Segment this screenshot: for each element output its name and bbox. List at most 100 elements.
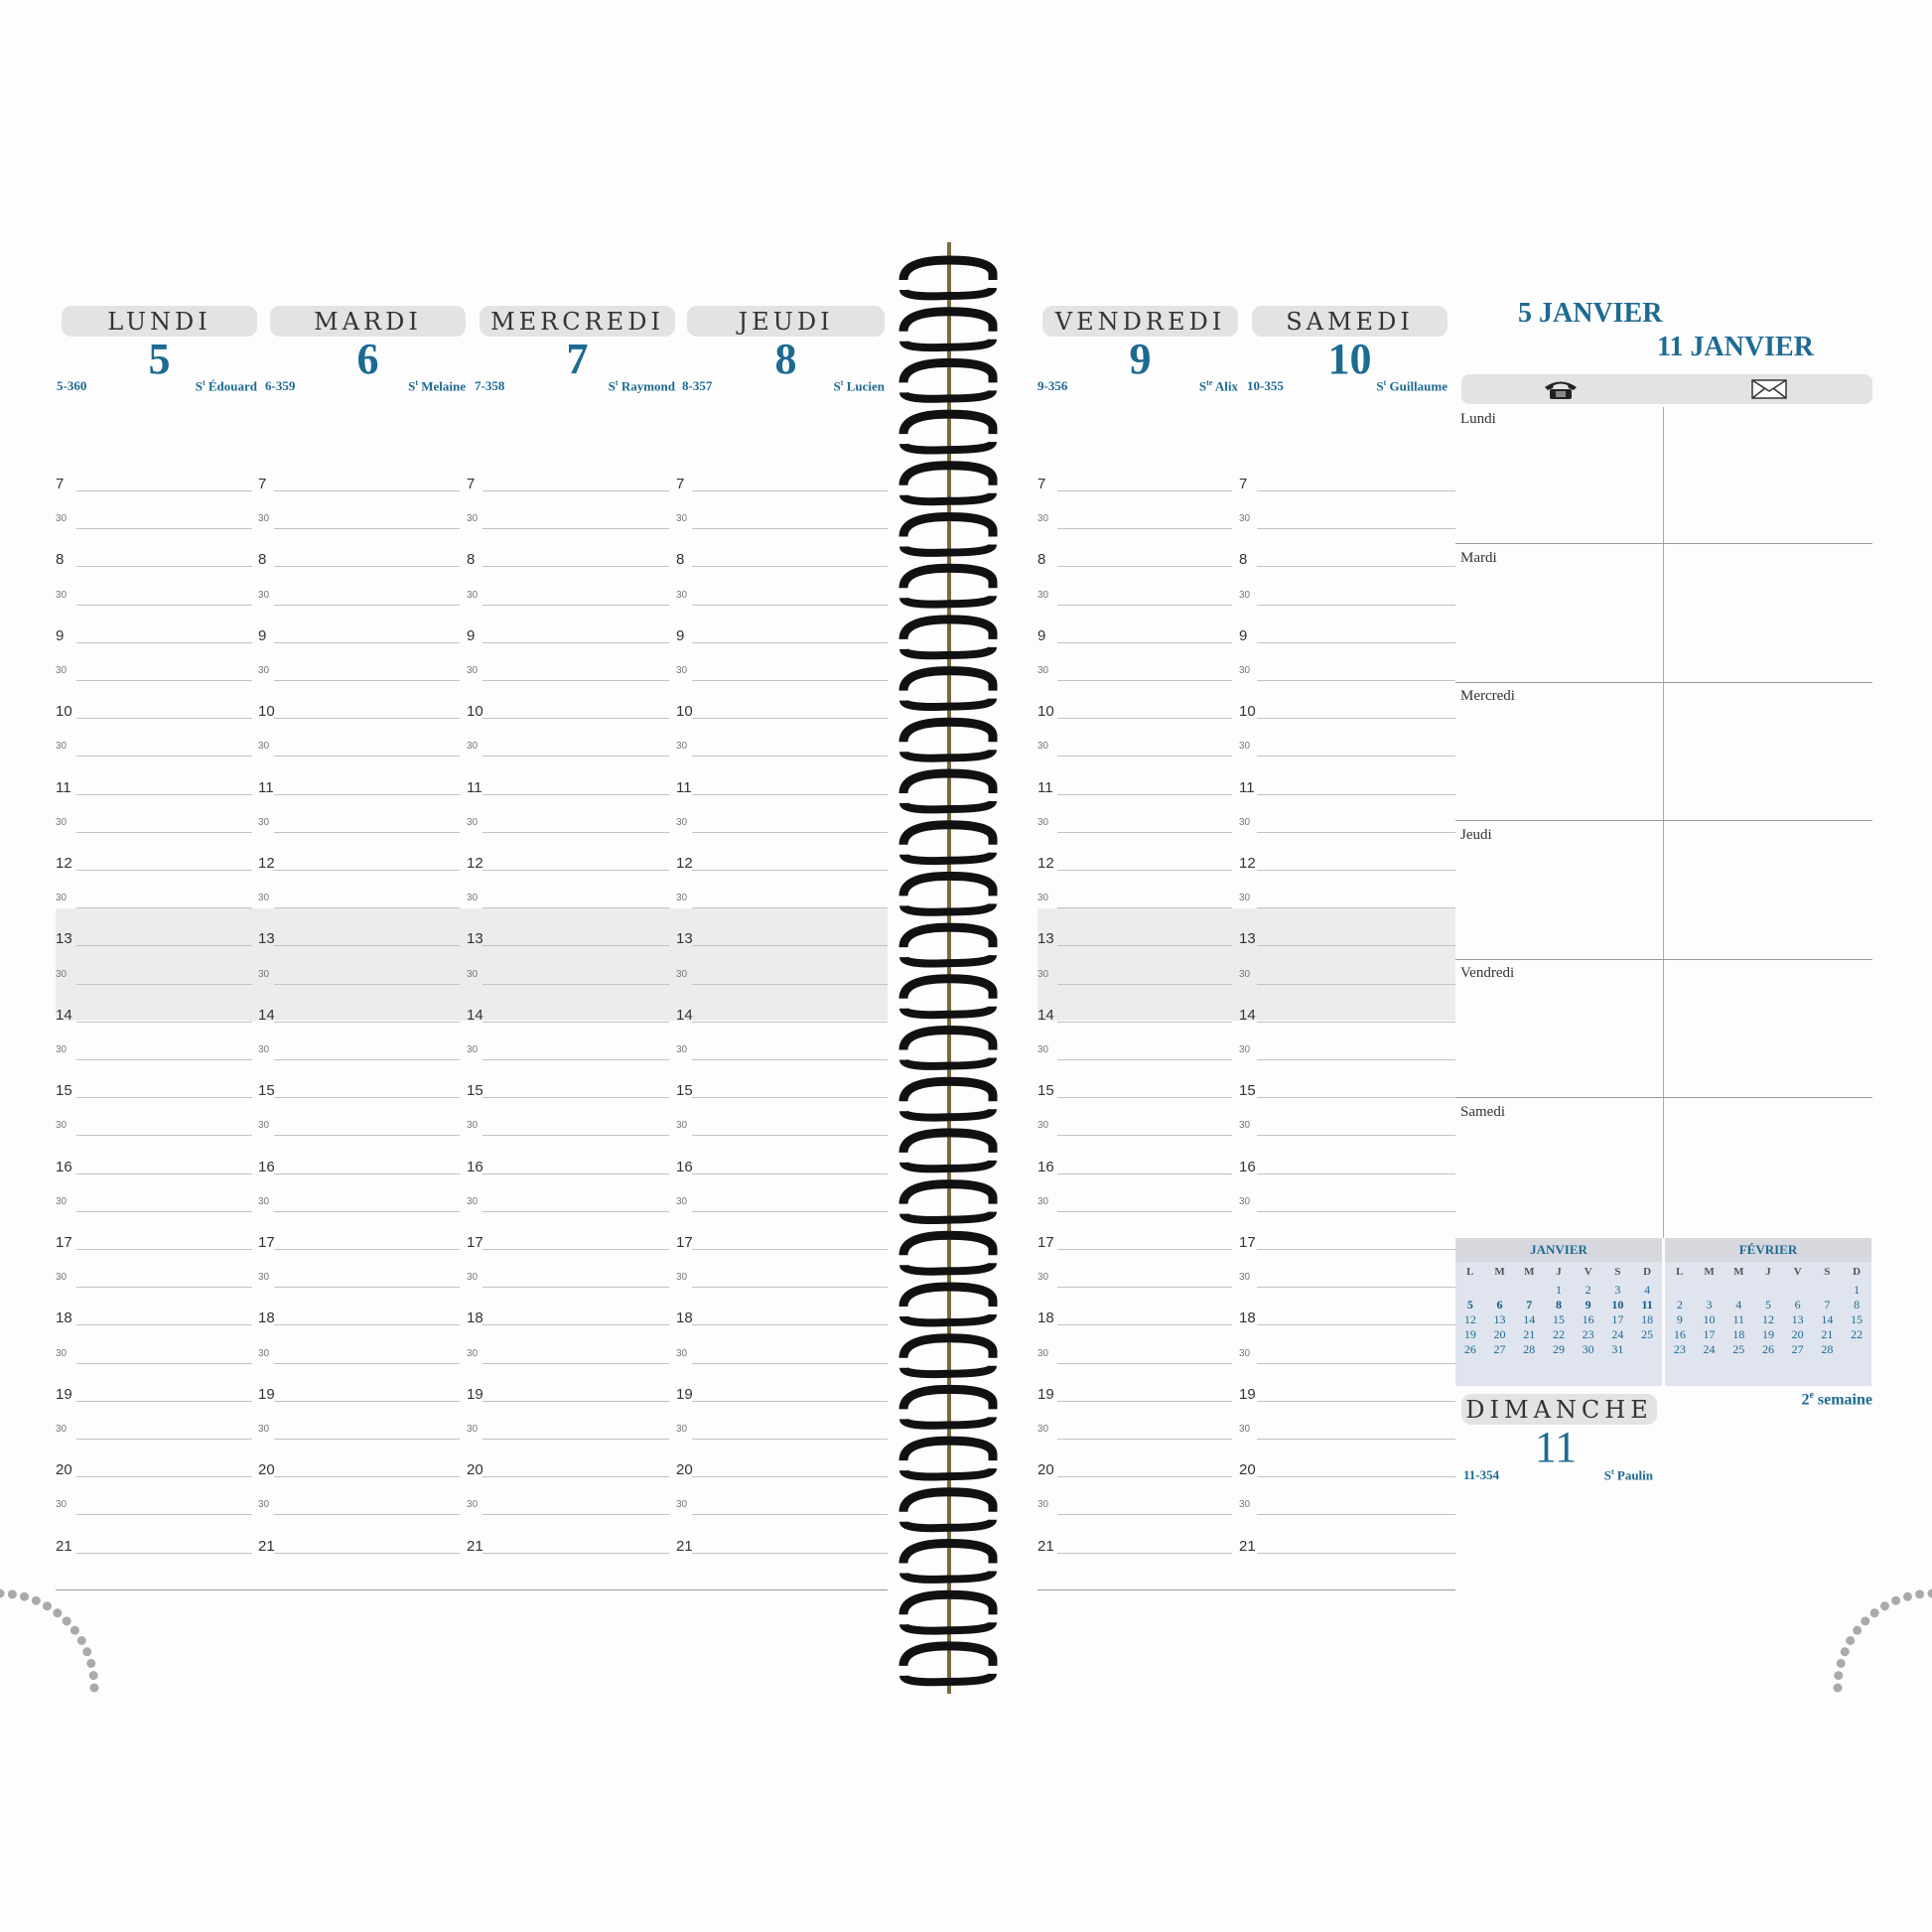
time-slot-line[interactable] <box>274 945 460 947</box>
time-slot-line[interactable] <box>1057 945 1232 947</box>
time-slot-line[interactable] <box>483 680 669 681</box>
time-slot-line[interactable] <box>483 1249 669 1250</box>
time-slot-line[interactable] <box>1257 1135 1455 1137</box>
calendar-day[interactable]: 5 <box>1764 1297 1771 1311</box>
time-slot-line[interactable] <box>692 528 888 530</box>
calendar-day[interactable]: 6 <box>1794 1297 1801 1311</box>
time-slot-line[interactable] <box>692 1021 888 1023</box>
time-slot-line[interactable] <box>274 756 460 758</box>
calendar-day[interactable] <box>1632 1341 1662 1356</box>
time-slot-line[interactable] <box>483 718 669 720</box>
time-slot-line[interactable] <box>274 870 460 871</box>
time-slot-line[interactable] <box>483 793 669 795</box>
time-slot-line[interactable] <box>76 793 252 795</box>
calendar-day[interactable]: 23 <box>1582 1326 1594 1341</box>
calendar-day[interactable]: 14 <box>1523 1311 1536 1326</box>
calendar-day[interactable]: 1 <box>1854 1282 1861 1297</box>
time-slot-line[interactable] <box>1257 907 1455 909</box>
time-slot-line[interactable] <box>76 1362 252 1364</box>
time-slot-line[interactable] <box>1257 1400 1455 1402</box>
time-slot-line[interactable] <box>274 566 460 568</box>
time-slot-line[interactable] <box>274 983 460 985</box>
calendar-day[interactable]: 25 <box>1641 1326 1654 1341</box>
time-slot-line[interactable] <box>76 1324 252 1326</box>
time-slot-line[interactable] <box>692 1324 888 1326</box>
time-slot-line[interactable] <box>483 528 669 530</box>
calendar-day[interactable]: 12 <box>1463 1311 1476 1326</box>
time-slot-line[interactable] <box>692 793 888 795</box>
time-slot-line[interactable] <box>483 945 669 947</box>
time-slot-line[interactable] <box>1257 831 1455 833</box>
time-slot-line[interactable] <box>76 1059 252 1060</box>
time-slot-line[interactable] <box>76 1552 252 1554</box>
notes-area[interactable] <box>1461 407 1872 545</box>
time-slot-line[interactable] <box>1257 1059 1455 1060</box>
time-slot-line[interactable] <box>1057 1287 1232 1289</box>
time-slot-line[interactable] <box>274 1021 460 1023</box>
time-slot-line[interactable] <box>274 1476 460 1478</box>
time-slot-line[interactable] <box>692 1287 888 1289</box>
time-slot-line[interactable] <box>483 1439 669 1440</box>
time-slot-line[interactable] <box>483 831 669 833</box>
time-slot-line[interactable] <box>76 680 252 681</box>
time-slot-line[interactable] <box>274 680 460 681</box>
calendar-day[interactable] <box>1455 1282 1485 1297</box>
time-slot-line[interactable] <box>483 490 669 491</box>
time-slot-line[interactable] <box>274 1400 460 1402</box>
time-slot-line[interactable] <box>1257 1287 1455 1289</box>
time-slot-line[interactable] <box>1057 1324 1232 1326</box>
calendar-day[interactable]: 3 <box>1614 1282 1621 1297</box>
time-slot-line[interactable] <box>692 1400 888 1402</box>
calendar-day[interactable]: 27 <box>1493 1341 1506 1356</box>
time-slot-line[interactable] <box>483 1362 669 1364</box>
time-slot-line[interactable] <box>274 1173 460 1174</box>
calendar-day[interactable] <box>1783 1282 1813 1297</box>
notes-area[interactable] <box>1461 546 1872 684</box>
time-slot-line[interactable] <box>274 641 460 643</box>
time-slot-line[interactable] <box>483 604 669 606</box>
time-slot-line[interactable] <box>1257 1552 1455 1554</box>
notes-area[interactable] <box>1461 1100 1872 1238</box>
time-slot-line[interactable] <box>692 1362 888 1364</box>
calendar-day[interactable]: 18 <box>1641 1311 1654 1326</box>
time-slot-line[interactable] <box>1057 604 1232 606</box>
time-slot-line[interactable] <box>483 1059 669 1060</box>
time-slot-line[interactable] <box>274 718 460 720</box>
time-slot-line[interactable] <box>1057 1021 1232 1023</box>
calendar-day[interactable]: 16 <box>1582 1311 1594 1326</box>
time-slot-line[interactable] <box>76 983 252 985</box>
calendar-day[interactable]: 2 <box>1585 1282 1591 1297</box>
time-slot-line[interactable] <box>1057 1173 1232 1174</box>
time-slot-line[interactable] <box>274 1135 460 1137</box>
calendar-day[interactable]: 28 <box>1821 1341 1834 1356</box>
time-slot-line[interactable] <box>692 756 888 758</box>
time-slot-line[interactable] <box>1057 566 1232 568</box>
calendar-day[interactable]: 11 <box>1732 1311 1745 1326</box>
time-slot-line[interactable] <box>76 528 252 530</box>
calendar-day[interactable]: 21 <box>1821 1326 1834 1341</box>
time-slot-line[interactable] <box>692 1210 888 1212</box>
calendar-day[interactable]: 9 <box>1585 1297 1591 1311</box>
time-slot-line[interactable] <box>483 1514 669 1516</box>
time-slot-line[interactable] <box>76 945 252 947</box>
calendar-day[interactable] <box>1695 1282 1725 1297</box>
calendar-day[interactable]: 24 <box>1703 1341 1716 1356</box>
time-slot-line[interactable] <box>1257 1173 1455 1174</box>
calendar-day[interactable]: 20 <box>1493 1326 1506 1341</box>
time-slot-line[interactable] <box>692 983 888 985</box>
time-slot-line[interactable] <box>274 1097 460 1099</box>
time-slot-line[interactable] <box>692 945 888 947</box>
calendar-day[interactable]: 26 <box>1761 1341 1774 1356</box>
time-slot-line[interactable] <box>692 831 888 833</box>
calendar-day[interactable]: 11 <box>1641 1297 1653 1311</box>
calendar-day[interactable] <box>1665 1282 1695 1297</box>
time-slot-line[interactable] <box>483 1287 669 1289</box>
calendar-day[interactable]: 21 <box>1523 1326 1536 1341</box>
time-slot-line[interactable] <box>692 1514 888 1516</box>
time-slot-line[interactable] <box>274 1439 460 1440</box>
time-slot-line[interactable] <box>274 528 460 530</box>
time-slot-line[interactable] <box>76 1287 252 1289</box>
time-slot-line[interactable] <box>76 1210 252 1212</box>
time-slot-line[interactable] <box>1057 718 1232 720</box>
time-slot-line[interactable] <box>1257 680 1455 681</box>
